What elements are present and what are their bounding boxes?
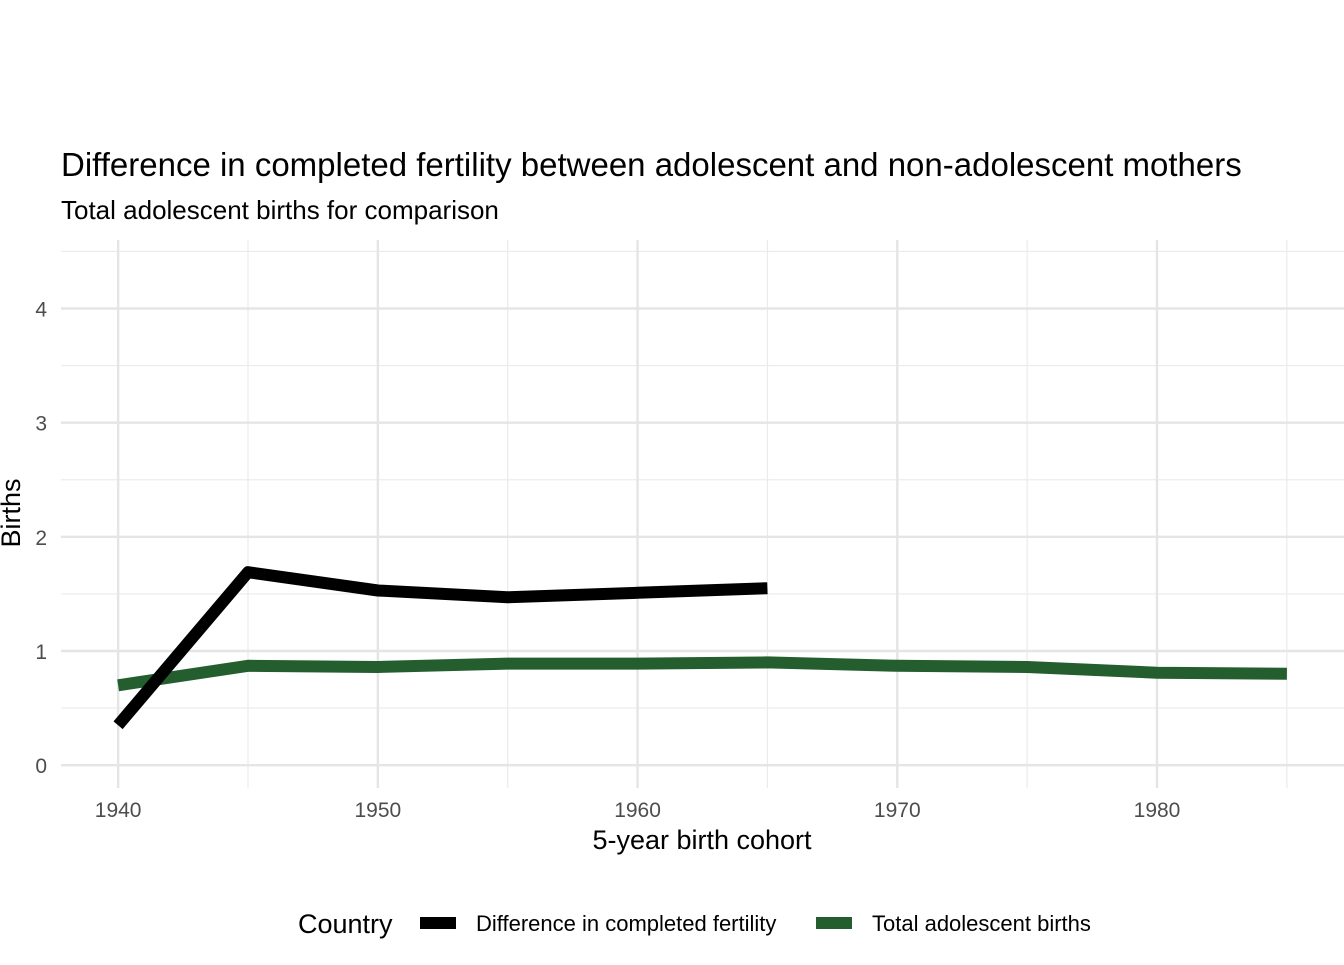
- x-axis-tick-labels: 1940 1950 1960 1970 1980: [95, 799, 1181, 822]
- legend-title: Country: [298, 909, 393, 939]
- series-line-2: [117, 656, 1287, 692]
- y-axis-label: Births: [0, 478, 26, 547]
- legend: Country Difference in completed fertilit…: [298, 909, 1091, 939]
- x-tick-label: 1940: [95, 799, 142, 822]
- x-tick-label: 1950: [354, 799, 401, 822]
- legend-label-2: Total adolescent births: [872, 911, 1091, 936]
- x-tick-label: 1970: [874, 799, 921, 822]
- series-line-1: [113, 566, 768, 730]
- data-series: [113, 566, 1287, 730]
- x-tick-label: 1980: [1134, 799, 1181, 822]
- y-tick-label: 4: [35, 299, 47, 322]
- y-tick-label: 3: [35, 413, 47, 436]
- y-axis-tick-labels: 0 1 2 3 4: [35, 299, 47, 779]
- gridlines: [61, 240, 1344, 788]
- x-axis-label: 5-year birth cohort: [592, 825, 812, 855]
- y-tick-label: 1: [35, 641, 47, 664]
- chart-subtitle: Total adolescent births for comparison: [61, 195, 499, 225]
- y-tick-label: 0: [35, 755, 47, 778]
- x-tick-label: 1960: [614, 799, 661, 822]
- chart-title: Difference in completed fertility betwee…: [61, 146, 1242, 183]
- y-tick-label: 2: [35, 527, 47, 550]
- legend-label-1: Difference in completed fertility: [476, 911, 776, 936]
